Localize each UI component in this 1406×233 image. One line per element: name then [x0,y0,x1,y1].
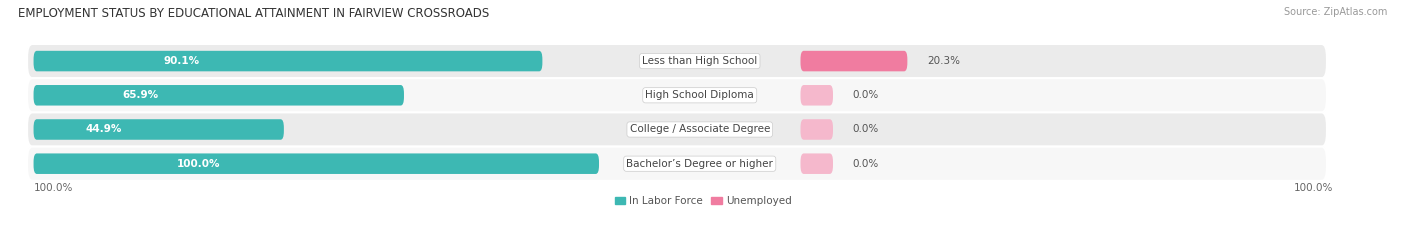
Text: 100.0%: 100.0% [34,183,73,193]
Text: EMPLOYMENT STATUS BY EDUCATIONAL ATTAINMENT IN FAIRVIEW CROSSROADS: EMPLOYMENT STATUS BY EDUCATIONAL ATTAINM… [18,7,489,20]
Text: 20.3%: 20.3% [927,56,960,66]
Text: Bachelor’s Degree or higher: Bachelor’s Degree or higher [626,159,773,169]
FancyBboxPatch shape [27,112,1327,147]
FancyBboxPatch shape [34,119,284,140]
Text: 0.0%: 0.0% [852,159,879,169]
FancyBboxPatch shape [27,78,1327,112]
FancyBboxPatch shape [34,154,599,174]
Legend: In Labor Force, Unemployed: In Labor Force, Unemployed [610,192,796,210]
FancyBboxPatch shape [800,154,832,174]
Text: High School Diploma: High School Diploma [645,90,754,100]
FancyBboxPatch shape [800,119,832,140]
Text: 65.9%: 65.9% [122,90,159,100]
Text: 0.0%: 0.0% [852,90,879,100]
FancyBboxPatch shape [800,51,907,71]
Text: 100.0%: 100.0% [177,159,221,169]
FancyBboxPatch shape [800,85,832,106]
Text: 0.0%: 0.0% [852,124,879,134]
Text: 100.0%: 100.0% [1294,183,1333,193]
Text: Source: ZipAtlas.com: Source: ZipAtlas.com [1284,7,1388,17]
Text: 44.9%: 44.9% [86,124,122,134]
FancyBboxPatch shape [27,44,1327,78]
FancyBboxPatch shape [34,85,404,106]
Text: 90.1%: 90.1% [163,56,200,66]
Text: Less than High School: Less than High School [643,56,758,66]
FancyBboxPatch shape [27,147,1327,181]
Text: College / Associate Degree: College / Associate Degree [630,124,770,134]
FancyBboxPatch shape [34,51,543,71]
